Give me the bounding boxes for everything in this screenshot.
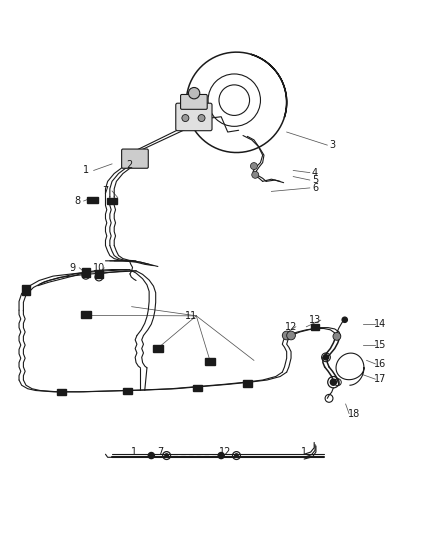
- Text: 10: 10: [93, 263, 105, 273]
- Bar: [193, 385, 201, 391]
- Circle shape: [188, 87, 200, 99]
- Circle shape: [235, 454, 238, 457]
- Circle shape: [182, 115, 189, 122]
- Bar: [205, 358, 215, 365]
- Bar: [81, 311, 91, 318]
- FancyBboxPatch shape: [176, 103, 212, 131]
- Text: 2: 2: [127, 160, 133, 170]
- Circle shape: [198, 115, 205, 122]
- Bar: [243, 381, 252, 386]
- Text: 7: 7: [157, 447, 163, 457]
- Circle shape: [287, 331, 295, 340]
- Bar: [123, 388, 132, 394]
- Circle shape: [330, 379, 336, 385]
- Circle shape: [251, 163, 258, 169]
- Circle shape: [218, 453, 224, 458]
- Bar: [95, 270, 103, 278]
- FancyBboxPatch shape: [122, 149, 148, 168]
- Circle shape: [342, 317, 347, 322]
- Text: 16: 16: [374, 359, 387, 369]
- Text: 3: 3: [329, 140, 336, 150]
- Text: 7: 7: [102, 186, 109, 196]
- Text: 4: 4: [312, 168, 318, 177]
- Bar: [82, 268, 90, 277]
- FancyBboxPatch shape: [180, 94, 207, 109]
- Bar: [21, 285, 30, 295]
- Circle shape: [333, 333, 341, 340]
- Text: 6: 6: [312, 183, 318, 193]
- Bar: [87, 197, 98, 203]
- Bar: [57, 389, 66, 395]
- Text: 17: 17: [374, 374, 387, 384]
- Bar: [106, 198, 117, 204]
- Circle shape: [323, 354, 328, 360]
- Text: 1: 1: [131, 447, 137, 457]
- Text: 8: 8: [74, 196, 80, 206]
- Text: 15: 15: [374, 340, 387, 350]
- Text: 9: 9: [70, 263, 76, 273]
- Circle shape: [252, 171, 259, 179]
- Bar: [311, 324, 319, 330]
- Circle shape: [283, 331, 291, 340]
- Text: 1: 1: [301, 447, 307, 457]
- Text: 12: 12: [285, 322, 297, 332]
- Text: 5: 5: [312, 175, 318, 185]
- Circle shape: [165, 454, 168, 457]
- Text: 14: 14: [374, 319, 387, 329]
- Bar: [153, 345, 162, 352]
- Text: 18: 18: [348, 409, 360, 418]
- Text: 1: 1: [83, 165, 89, 175]
- Text: 11: 11: [184, 311, 197, 321]
- Circle shape: [148, 453, 154, 458]
- Text: 12: 12: [219, 447, 232, 457]
- Text: 13: 13: [309, 315, 321, 325]
